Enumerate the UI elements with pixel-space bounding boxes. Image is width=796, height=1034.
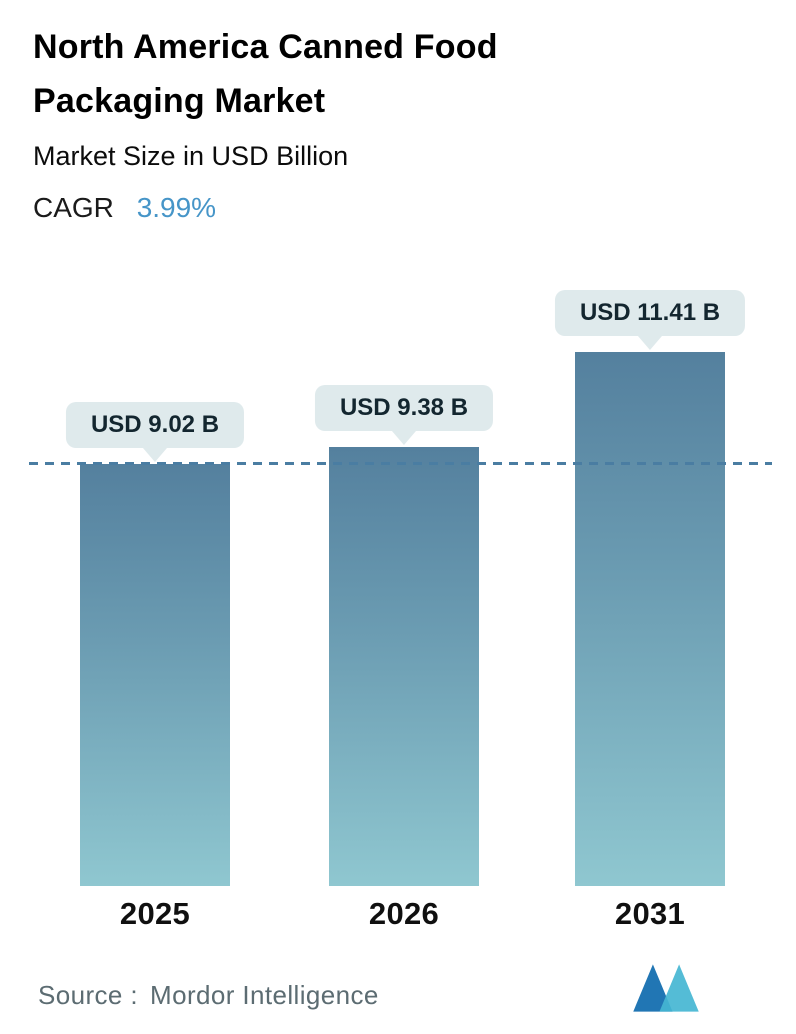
x-label-2026: 2026	[368, 896, 440, 931]
value-label-2031: USD 11.41 B	[579, 299, 721, 326]
bar-2026	[329, 447, 479, 886]
chart-subtitle: Market Size in USD Billion	[33, 141, 349, 171]
bar-2025	[80, 464, 230, 886]
cagr-line: CAGR 3.99%	[33, 192, 216, 224]
value-callout-2031: USD 11.41 B	[554, 290, 746, 350]
source-text: Source : Mordor Intelligence	[38, 980, 379, 1011]
value-callout-2025: USD 9.02 B	[65, 402, 245, 462]
bar-group-2026: USD 9.38 B 2026	[314, 385, 494, 931]
value-label-2026: USD 9.38 B	[339, 394, 469, 421]
callout-tail-icon	[637, 336, 662, 350]
cagr-label: CAGR	[33, 192, 114, 223]
bar-2031	[575, 352, 725, 886]
value-label-2025: USD 9.02 B	[90, 411, 220, 438]
bar-group-2031: USD 11.41 B 2031	[554, 290, 746, 931]
reference-dashed-line	[29, 462, 772, 465]
bar-group-2025: USD 9.02 B 2025	[65, 402, 245, 931]
cagr-value: 3.99%	[136, 192, 217, 223]
source-value: Mordor Intelligence	[150, 980, 379, 1010]
callout-tail-icon	[143, 448, 167, 462]
x-label-2031: 2031	[614, 896, 686, 931]
source-label: Source :	[38, 980, 139, 1010]
value-callout-2026: USD 9.38 B	[314, 385, 494, 445]
callout-tail-icon	[392, 431, 416, 445]
x-label-2025: 2025	[119, 896, 191, 931]
mordor-intelligence-logo	[633, 964, 699, 1012]
page-title: North America Canned Food Packaging Mark…	[33, 28, 498, 120]
